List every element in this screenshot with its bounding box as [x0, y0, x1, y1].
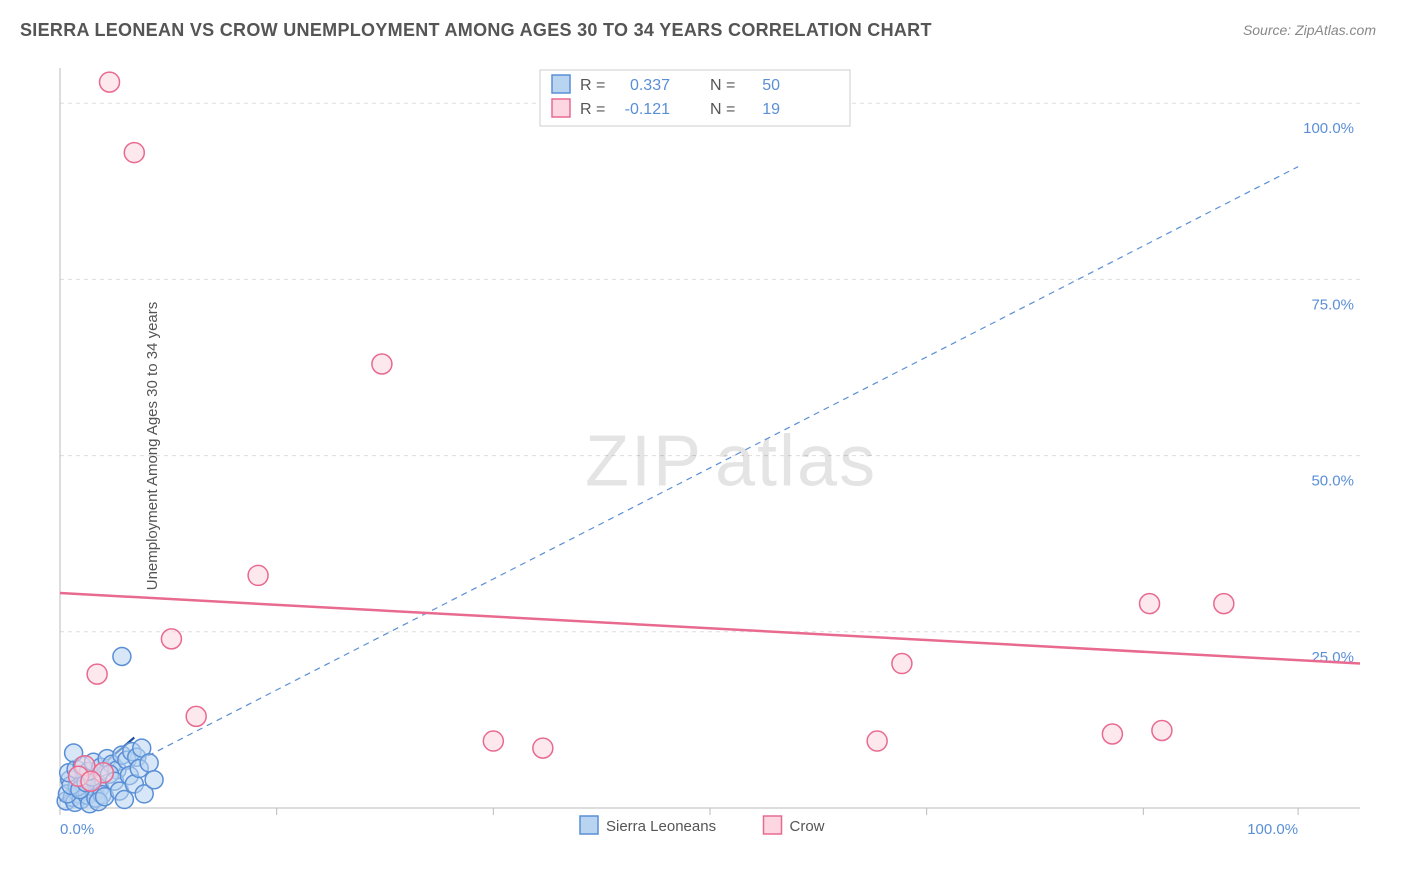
svg-text:atlas: atlas: [715, 422, 877, 502]
legend-n-value: 19: [762, 101, 780, 118]
data-point: [140, 754, 158, 772]
legend-n-value: 50: [762, 77, 780, 94]
data-point: [372, 354, 392, 374]
trend-line: [60, 167, 1298, 801]
chart-svg: 25.0%50.0%75.0%100.0%0.0%100.0%ZIPatlasR…: [50, 58, 1380, 848]
bottom-legend-swatch: [580, 816, 598, 834]
data-point: [100, 72, 120, 92]
x-tick-label: 0.0%: [60, 821, 94, 838]
data-point: [248, 565, 268, 585]
scatter-chart: 25.0%50.0%75.0%100.0%0.0%100.0%ZIPatlasR…: [50, 58, 1380, 848]
data-point: [1140, 594, 1160, 614]
data-point: [115, 791, 133, 809]
legend-r-value: -0.121: [625, 101, 670, 118]
data-point: [533, 738, 553, 758]
source-attribution: Source: ZipAtlas.com: [1243, 22, 1376, 38]
data-point: [1152, 720, 1172, 740]
data-point: [87, 664, 107, 684]
chart-title: SIERRA LEONEAN VS CROW UNEMPLOYMENT AMON…: [20, 20, 932, 41]
bottom-legend-label: Sierra Leoneans: [606, 818, 716, 835]
data-point: [186, 706, 206, 726]
data-point: [124, 143, 144, 163]
legend-r-label: R =: [580, 101, 605, 118]
y-tick-label: 75.0%: [1311, 296, 1354, 313]
data-point: [892, 654, 912, 674]
legend-swatch: [552, 99, 570, 117]
data-point: [145, 771, 163, 789]
legend-swatch: [552, 75, 570, 93]
data-point: [161, 629, 181, 649]
data-point: [1214, 594, 1234, 614]
bottom-legend-label: Crow: [790, 818, 825, 835]
legend-n-label: N =: [710, 101, 735, 118]
y-tick-label: 50.0%: [1311, 473, 1354, 490]
legend-n-label: N =: [710, 77, 735, 94]
x-tick-label: 100.0%: [1247, 821, 1298, 838]
data-point: [81, 771, 101, 791]
legend-r-value: 0.337: [630, 77, 670, 94]
y-tick-label: 100.0%: [1303, 120, 1354, 137]
svg-text:ZIP: ZIP: [585, 422, 703, 502]
watermark: ZIPatlas: [585, 422, 877, 502]
data-point: [867, 731, 887, 751]
trend-line: [60, 593, 1360, 663]
data-point: [113, 647, 131, 665]
data-point: [483, 731, 503, 751]
data-point: [1102, 724, 1122, 744]
bottom-legend-swatch: [764, 816, 782, 834]
legend-r-label: R =: [580, 77, 605, 94]
